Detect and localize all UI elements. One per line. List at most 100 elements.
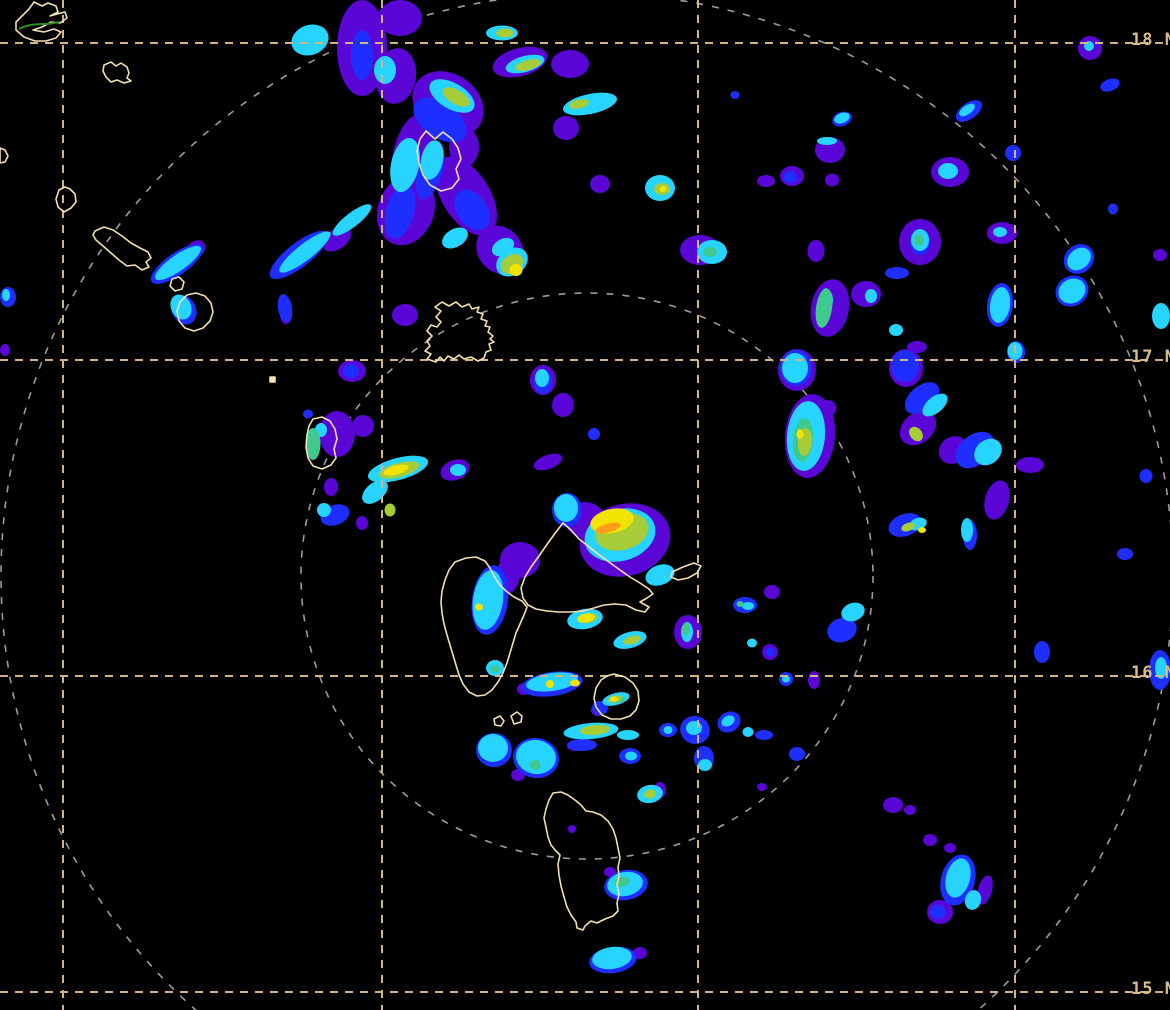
echo-blob [610, 696, 618, 702]
echo-blob [989, 287, 1011, 323]
echo-blob [959, 103, 975, 117]
echo-blob [817, 137, 837, 145]
echo-blob [782, 353, 808, 383]
echo-blob [291, 24, 329, 56]
echo-blob [834, 112, 850, 124]
echo-blob [570, 679, 580, 687]
echo-blob [303, 409, 313, 419]
echo-blob [317, 503, 331, 517]
echo-blob [496, 28, 514, 38]
echo-blob [703, 247, 717, 257]
echo-blob [279, 231, 331, 273]
echo-blob [865, 289, 877, 303]
echo-blob [730, 91, 740, 99]
island-les-saintes-east [510, 711, 523, 725]
echo-blob [883, 797, 903, 813]
echo-blob [964, 890, 982, 910]
echo-blob [563, 92, 617, 116]
echo-blob [907, 341, 927, 353]
echo-blob [930, 905, 946, 919]
echo-blob [569, 99, 589, 109]
echo-blob [825, 173, 839, 187]
echo-blob [590, 175, 610, 193]
echo-blob [332, 204, 372, 236]
echo-blob [343, 364, 359, 378]
echo-blob [765, 647, 775, 657]
echo-blob [533, 453, 563, 471]
echo-blob [993, 227, 1007, 237]
echo-blob [384, 503, 396, 517]
echo-blob [742, 727, 754, 737]
echo-blob [1152, 303, 1170, 329]
echo-blob [698, 759, 712, 771]
echo-blob [918, 527, 926, 533]
echo-blob [170, 294, 192, 320]
echo-blob [475, 603, 483, 611]
echo-blob [551, 50, 589, 78]
echo-blob [617, 730, 639, 740]
latitude-label: 15 N [1131, 979, 1170, 999]
echo-blob [783, 171, 797, 183]
echo-blob [645, 564, 675, 586]
echo-blob [553, 116, 579, 140]
echo-blob [945, 858, 971, 898]
echo-blob [889, 324, 903, 336]
echo-blob [644, 789, 656, 799]
echo-blob [736, 601, 744, 607]
echo-blob [567, 739, 597, 751]
echo-blob [757, 783, 767, 791]
echo-blob [509, 264, 523, 276]
island-redonda [269, 376, 276, 383]
echo-blob [383, 464, 409, 476]
echo-blob [305, 428, 321, 460]
echo-blob [977, 875, 993, 905]
echo-blob [885, 267, 909, 279]
island-nevis [176, 292, 214, 332]
echo-blob [808, 671, 820, 689]
echo-blob [984, 480, 1010, 520]
echo-blob [592, 946, 632, 970]
echo-blob [938, 163, 958, 179]
echo-blob [454, 189, 490, 231]
echo-blob [904, 805, 916, 815]
latitude-label: 17 N [1131, 347, 1170, 367]
echo-blob [974, 438, 1002, 466]
echo-blob [568, 825, 576, 833]
echo-blob [764, 585, 780, 599]
echo-blob [789, 747, 805, 761]
range-ring-1 [300, 292, 874, 860]
echo-blob [815, 288, 833, 328]
latitude-label: 16 N [1131, 663, 1170, 683]
echo-blob [392, 304, 418, 326]
island-saba [0, 147, 9, 164]
island-dominica [543, 791, 621, 931]
echo-blob [580, 724, 610, 736]
echo-blob [0, 344, 10, 356]
echo-blob [721, 715, 735, 727]
echo-blob [420, 140, 444, 180]
island-guadeloupe-grande-terre [520, 522, 654, 613]
echo-blob [663, 726, 673, 734]
echo-blob [1139, 469, 1153, 483]
echo-blob [390, 137, 420, 193]
echo-blob [515, 59, 541, 71]
echo-blob [378, 0, 422, 36]
echo-blob [352, 415, 374, 437]
st-martin-border [18, 21, 60, 30]
echo-blob [757, 175, 775, 187]
echo-blob [796, 429, 804, 439]
echo-blob [1067, 247, 1091, 271]
echo-blob [155, 245, 201, 281]
echo-blob [914, 234, 924, 246]
island-booby-islet [169, 276, 185, 292]
echo-blob [1155, 657, 1167, 679]
echo-blob [554, 494, 578, 522]
echo-blob [623, 635, 641, 645]
echo-blob [490, 665, 500, 673]
echo-blob [319, 411, 355, 457]
echo-blob [577, 613, 595, 623]
echo-blob [682, 623, 690, 635]
island-st-kitts [92, 226, 152, 271]
echo-blob [1108, 203, 1118, 215]
